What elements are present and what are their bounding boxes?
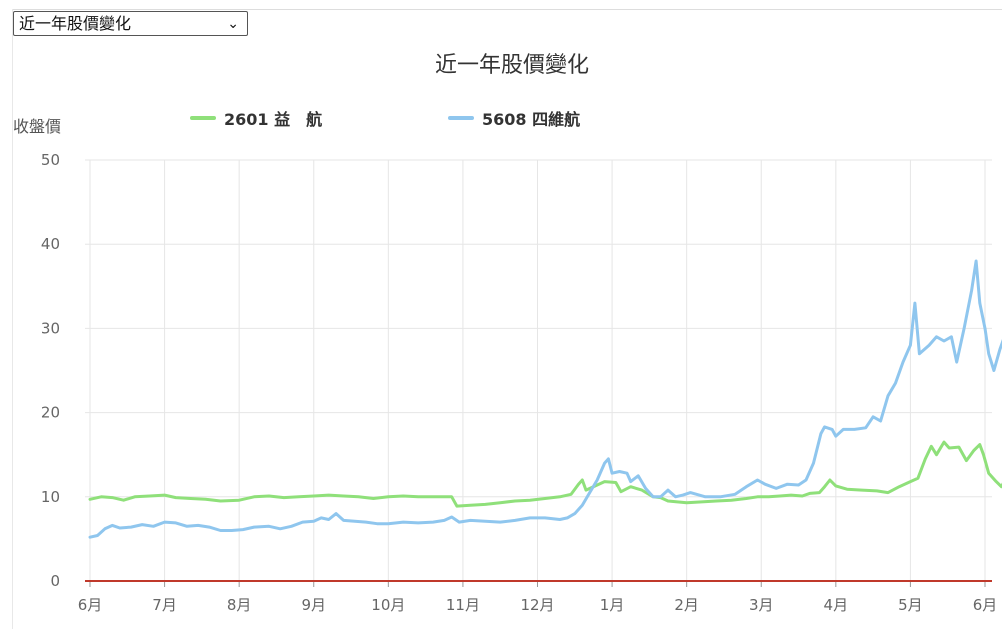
x-tick-label: 6月 bbox=[973, 596, 998, 614]
x-tick-label: 2月 bbox=[674, 596, 699, 614]
x-tick-label: 10月 bbox=[371, 596, 405, 614]
x-tick-label: 8月 bbox=[227, 596, 252, 614]
series-line-2 bbox=[88, 259, 1002, 539]
left-border bbox=[12, 9, 13, 629]
x-tick-label: 9月 bbox=[301, 596, 326, 614]
y-axis-label: 收盤價 bbox=[13, 117, 62, 136]
x-tick-label: 11月 bbox=[446, 596, 480, 614]
x-tick-label: 6月 bbox=[78, 596, 103, 614]
period-select[interactable]: 近一年股價變化 ⌄ bbox=[13, 11, 248, 36]
legend-item-series-2[interactable]: 5608 四維航 bbox=[448, 108, 581, 129]
x-tick-label: 12月 bbox=[520, 596, 554, 614]
legend-swatch-series-1 bbox=[190, 116, 216, 120]
y-tick-label: 0 bbox=[50, 572, 60, 590]
legend-label-series-2: 5608 四維航 bbox=[482, 110, 581, 129]
x-tick-label: 1月 bbox=[600, 596, 625, 614]
legend-item-series-1[interactable]: 2601 益 航 bbox=[190, 108, 323, 129]
axis-ticks: 0 10 20 30 40 50 6月 7月 8月 9月 10月 11月 12月 1月 2月 3月 4月 5月 6月 bbox=[41, 151, 997, 614]
chevron-down-icon: ⌄ bbox=[227, 16, 239, 32]
x-tick-label: 3月 bbox=[749, 596, 774, 614]
series-line-1 bbox=[88, 440, 1002, 508]
series-lines bbox=[88, 259, 1002, 539]
legend-swatch-series-2 bbox=[448, 116, 474, 120]
x-tick-label: 5月 bbox=[898, 596, 923, 614]
x-tick-label: 4月 bbox=[824, 596, 849, 614]
y-tick-label: 10 bbox=[41, 488, 60, 506]
y-tick-label: 40 bbox=[41, 235, 60, 253]
y-tick-label: 30 bbox=[41, 319, 60, 337]
period-select-value: 近一年股價變化 bbox=[19, 14, 132, 33]
chart-title: 近一年股價變化 bbox=[434, 53, 589, 78]
legend-label-series-1: 2601 益 航 bbox=[224, 110, 323, 129]
top-border bbox=[12, 9, 1002, 10]
y-tick-label: 50 bbox=[41, 151, 60, 169]
x-tick-label: 7月 bbox=[152, 596, 177, 614]
y-tick-label: 20 bbox=[41, 404, 60, 422]
grid-lines bbox=[85, 159, 992, 581]
